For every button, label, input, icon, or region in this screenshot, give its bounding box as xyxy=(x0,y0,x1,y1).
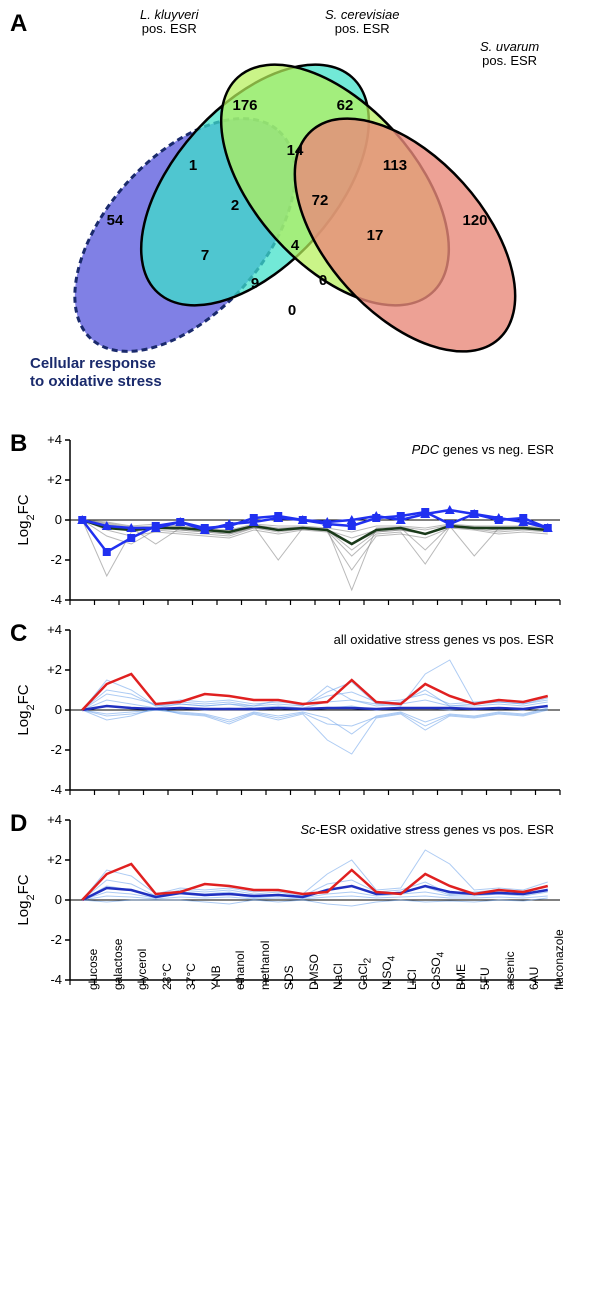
svg-text:-4: -4 xyxy=(50,972,62,987)
svg-text:-2: -2 xyxy=(50,742,62,757)
xlabel: fluconazole xyxy=(552,929,566,990)
xlabel: ethanol xyxy=(233,951,247,990)
svg-text:120: 120 xyxy=(462,212,487,229)
venn-svg: 54 176 62 120 1 14 113 2 72 17 7 4 9 0 0 xyxy=(10,10,570,410)
svg-text:0: 0 xyxy=(288,302,296,319)
svg-text:4: 4 xyxy=(291,237,300,254)
x-axis-labels: glucosegalactoseglycerol23°C37°CYNBethan… xyxy=(10,990,570,1090)
xlabel: YNB xyxy=(209,965,223,990)
xlabel: DMSO xyxy=(307,954,321,990)
xlabel: methanol xyxy=(258,941,272,990)
svg-text:all oxidative stress genes vs: all oxidative stress genes vs pos. ESR xyxy=(334,632,554,647)
svg-text:-4: -4 xyxy=(50,782,62,797)
chart-C: C -4 -2 0 +2 +4 Log2FC all oxidative stress ge… xyxy=(10,620,570,800)
svg-text:+4: +4 xyxy=(47,812,62,827)
xlabel: galactose xyxy=(111,939,125,990)
xlabel: SDS xyxy=(282,965,296,990)
svg-text:Log2FC: Log2FC xyxy=(15,874,37,925)
svg-text:Log2FC: Log2FC xyxy=(15,494,37,545)
svg-text:+2: +2 xyxy=(47,662,62,677)
svg-text:+4: +4 xyxy=(47,622,62,637)
svg-text:0: 0 xyxy=(55,512,62,527)
svg-text:+2: +2 xyxy=(47,852,62,867)
svg-text:Log2FC: Log2FC xyxy=(15,684,37,735)
svg-text:7: 7 xyxy=(201,247,209,264)
svg-text:72: 72 xyxy=(312,192,329,209)
venn-bottom-label: Cellular response to oxidative stress xyxy=(30,355,162,391)
svg-text:0: 0 xyxy=(319,272,327,289)
xlabel: CoSO4 xyxy=(429,952,446,990)
panel-B-label: B xyxy=(10,430,27,458)
svg-text:54: 54 xyxy=(107,212,124,229)
xlabel: glycerol xyxy=(135,949,149,990)
xlabel: 37°C xyxy=(184,963,198,990)
xlabel: BME xyxy=(454,964,468,990)
svg-text:14: 14 xyxy=(287,142,304,159)
svg-text:Sc-ESR oxidative stress genes: Sc-ESR oxidative stress genes vs pos. ES… xyxy=(300,822,554,837)
xlabel: 6AU xyxy=(527,967,541,990)
svg-text:0: 0 xyxy=(55,702,62,717)
svg-text:17: 17 xyxy=(367,227,384,244)
chart-C-svg: -4 -2 0 +2 +4 Log2FC all oxidative stress gene… xyxy=(10,620,570,800)
venn-panel: A L. kluyveri pos. ESR S. cerevisiae pos… xyxy=(10,10,570,420)
xlabel: arsenic xyxy=(503,951,517,990)
svg-text:176: 176 xyxy=(232,97,257,114)
xlabel: NiSO4 xyxy=(380,956,397,990)
svg-text:-4: -4 xyxy=(50,592,62,607)
svg-text:+4: +4 xyxy=(47,432,62,447)
svg-text:-2: -2 xyxy=(50,552,62,567)
xlabel: glucose xyxy=(86,949,100,990)
svg-text:+2: +2 xyxy=(47,472,62,487)
xlabel: 5FU xyxy=(478,967,492,990)
panel-C-label: C xyxy=(10,620,27,648)
svg-text:2: 2 xyxy=(231,197,239,214)
svg-text:-2: -2 xyxy=(50,932,62,947)
svg-text:0: 0 xyxy=(55,892,62,907)
xlabel: 23°C xyxy=(160,963,174,990)
svg-text:113: 113 xyxy=(383,157,407,174)
panel-D-label: D xyxy=(10,810,27,838)
chart-B: B -4 -2 0 +2 +4 Log2FC PDC genes vs neg. ESR xyxy=(10,430,570,610)
svg-text:62: 62 xyxy=(337,97,354,114)
xlabel: CaCl2 xyxy=(356,958,373,990)
svg-text:1: 1 xyxy=(189,157,197,174)
chart-B-svg: -4 -2 0 +2 +4 Log2FC PDC genes vs neg. ESR xyxy=(10,430,570,610)
xlabel: NaCl xyxy=(331,963,345,990)
svg-text:9: 9 xyxy=(251,275,259,292)
svg-text:PDC genes vs neg. ESR: PDC genes vs neg. ESR xyxy=(412,442,554,457)
xlabel: LiCl xyxy=(405,969,419,990)
